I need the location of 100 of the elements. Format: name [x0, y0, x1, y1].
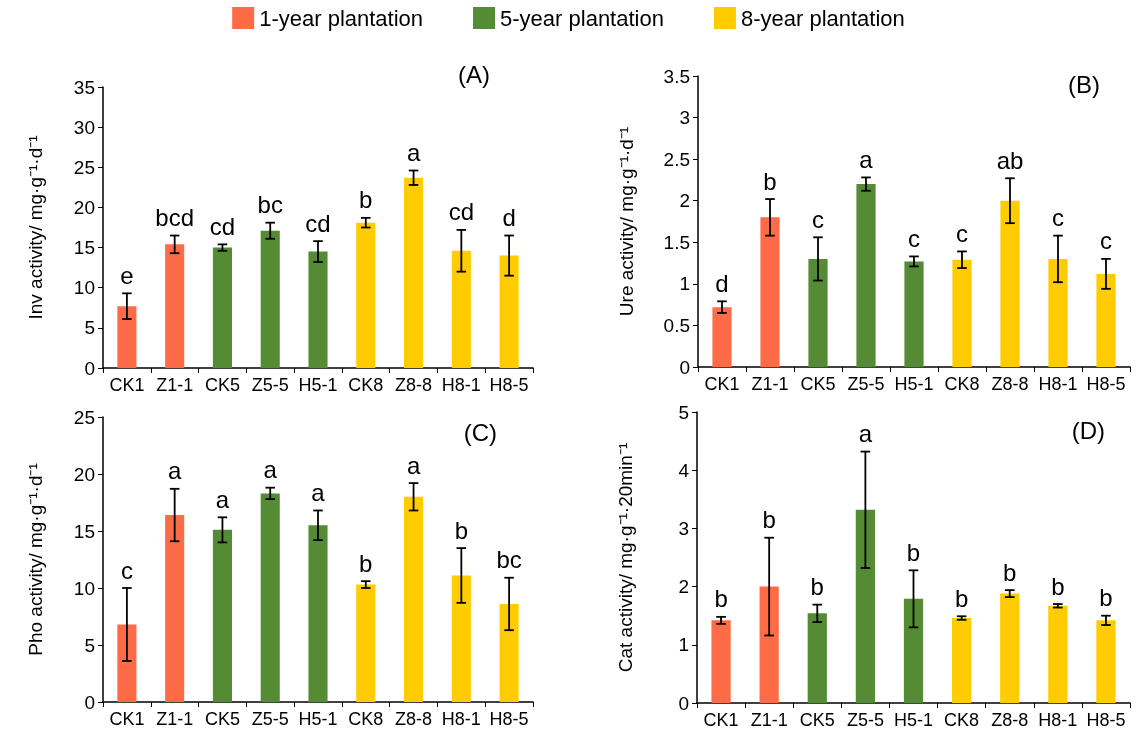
- annotation: cd: [209, 212, 236, 240]
- annotation: a: [859, 145, 874, 173]
- y-tick-label: 0: [84, 357, 95, 379]
- annotation: a: [263, 456, 278, 484]
- x-tick-label: Z5-5: [846, 710, 884, 730]
- x-tick-label: Z1-1: [750, 710, 788, 730]
- x-tick-label: Z5-5: [847, 374, 885, 394]
- annotation: bc: [496, 546, 522, 574]
- bar: [712, 307, 732, 367]
- annotation: cd: [448, 198, 475, 226]
- annotation: c: [956, 219, 968, 247]
- annotation: b: [359, 186, 373, 214]
- x-tick-label: CK1: [703, 710, 739, 730]
- x-tick-label: H8-5: [1086, 710, 1126, 730]
- annotation: a: [406, 451, 421, 479]
- y-tick-label: 0: [679, 356, 690, 378]
- bar: [760, 217, 780, 367]
- bar: [308, 251, 328, 368]
- x-tick-label: CK8: [944, 374, 980, 394]
- annotation: c: [812, 205, 824, 233]
- annotation: d: [715, 269, 729, 297]
- annotation: a: [406, 139, 421, 166]
- y-tick-label: 35: [73, 76, 95, 98]
- x-tick-label: CK5: [204, 375, 240, 395]
- x-tick-label: Z5-5: [251, 375, 289, 395]
- annotation: b: [763, 167, 777, 195]
- bar: [1000, 200, 1020, 367]
- x-tick-label: Z1-1: [156, 709, 194, 729]
- bar: [904, 261, 924, 367]
- x-tick-label: H5-1: [894, 374, 934, 394]
- bar: [212, 529, 232, 702]
- annotation: a: [215, 485, 230, 513]
- y-axis-title: Pho activity/ mg·g⁻¹·d⁻¹: [25, 463, 46, 656]
- y-tick-label: 30: [73, 116, 95, 138]
- x-tick-label: CK1: [109, 375, 145, 395]
- y-tick-label: 3.5: [663, 65, 690, 87]
- bar: [356, 584, 376, 702]
- bar: [855, 509, 876, 703]
- annotation: b: [1099, 584, 1113, 612]
- y-tick-label: 5: [84, 634, 95, 656]
- bar: [1048, 605, 1068, 703]
- y-tick-label: 4: [678, 459, 690, 481]
- bar: [404, 177, 424, 368]
- y-tick-label: 25: [73, 156, 95, 178]
- y-tick-label: 3: [679, 107, 690, 129]
- y-tick-label: 10: [73, 577, 95, 599]
- bar: [711, 620, 731, 703]
- bar: [499, 603, 519, 702]
- y-axis-title: Cat activity/ mg·g⁻¹·20min⁻¹: [615, 442, 636, 673]
- annotation: d: [502, 204, 516, 232]
- bar: [451, 575, 471, 702]
- x-tick-label: Z5-5: [251, 709, 289, 729]
- x-tick-label: CK5: [204, 709, 240, 729]
- annotation: (B): [1068, 70, 1101, 98]
- y-tick-label: 5: [84, 317, 95, 339]
- bar: [952, 259, 972, 367]
- y-tick-label: 2: [679, 190, 690, 212]
- annotation: b: [1051, 572, 1065, 600]
- x-tick-label: H8-5: [489, 375, 529, 395]
- x-tick-label: CK1: [704, 374, 740, 394]
- bar: [308, 525, 328, 702]
- bar: [856, 184, 876, 367]
- y-axis-title: Ure activity/ mg·g⁻¹·d⁻¹: [616, 126, 637, 317]
- bar: [759, 586, 779, 703]
- x-tick-label: H8-5: [1086, 374, 1126, 394]
- annotation: a: [858, 420, 873, 448]
- bar: [1000, 593, 1020, 703]
- y-tick-label: 0: [84, 691, 95, 713]
- x-tick-label: Z1-1: [156, 375, 194, 395]
- annotation: ab: [996, 146, 1024, 174]
- bar: [951, 618, 972, 703]
- x-tick-label: Z8-8: [395, 709, 433, 729]
- annotation: b: [359, 549, 373, 577]
- y-tick-label: 15: [73, 237, 95, 259]
- x-tick-label: H8-1: [441, 375, 481, 395]
- y-tick-label: 0.5: [663, 314, 690, 336]
- x-tick-label: CK1: [109, 709, 145, 729]
- x-tick-label: CK8: [348, 709, 384, 729]
- bar: [212, 247, 232, 368]
- annotation: b: [810, 573, 824, 601]
- bar: [260, 230, 280, 368]
- bar: [117, 306, 137, 368]
- x-tick-label: H8-5: [489, 709, 529, 729]
- y-tick-label: 15: [73, 520, 95, 542]
- annotation: b: [1003, 558, 1017, 586]
- x-tick-label: Z1-1: [751, 374, 789, 394]
- bar: [1048, 258, 1068, 367]
- x-tick-label: Z8-8: [991, 374, 1029, 394]
- y-tick-label: 20: [73, 196, 95, 218]
- y-tick-label: 1.5: [663, 231, 690, 253]
- annotation: e: [120, 261, 134, 289]
- annotation: c: [1100, 227, 1112, 255]
- legend-label: 8-year plantation: [740, 5, 905, 31]
- annotation: c: [1052, 204, 1064, 232]
- annotation: b: [954, 584, 969, 612]
- x-tick-label: H8-1: [1038, 374, 1078, 394]
- y-tick-label: 3: [678, 517, 689, 539]
- annotation: c: [120, 556, 133, 584]
- x-tick-label: H5-1: [298, 709, 338, 729]
- x-tick-label: H5-1: [298, 375, 338, 395]
